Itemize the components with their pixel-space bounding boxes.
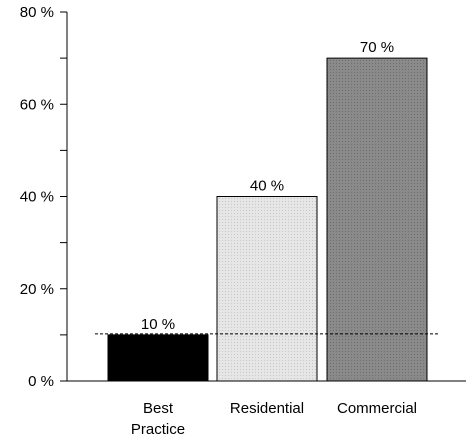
data-label: 70 % (360, 39, 394, 56)
y-tick-label: 40 % (20, 189, 54, 206)
category-label: Commercial (337, 400, 417, 417)
data-label: 10 % (141, 316, 175, 333)
bar (326, 57, 428, 382)
category-label-line: Residential (230, 400, 304, 417)
y-tick-label: 60 % (20, 96, 54, 113)
category-label-line: Practice (131, 421, 185, 438)
bar (107, 334, 209, 382)
category-label: Residential (230, 400, 304, 417)
category-label: Best Practice (131, 400, 185, 438)
y-tick-label: 80 % (20, 4, 54, 21)
category-label-line: Commercial (337, 400, 417, 417)
category-label-line: Best (143, 400, 174, 417)
data-label: 40 % (250, 178, 284, 195)
bars (107, 57, 428, 382)
y-tick-label: 20 % (20, 281, 54, 298)
bar (216, 196, 318, 382)
data-labels: 10 % 40 % 70 % (141, 39, 394, 333)
y-tick-label: 0 % (28, 373, 54, 390)
category-labels: Best Practice Residential Commercial (131, 400, 417, 438)
